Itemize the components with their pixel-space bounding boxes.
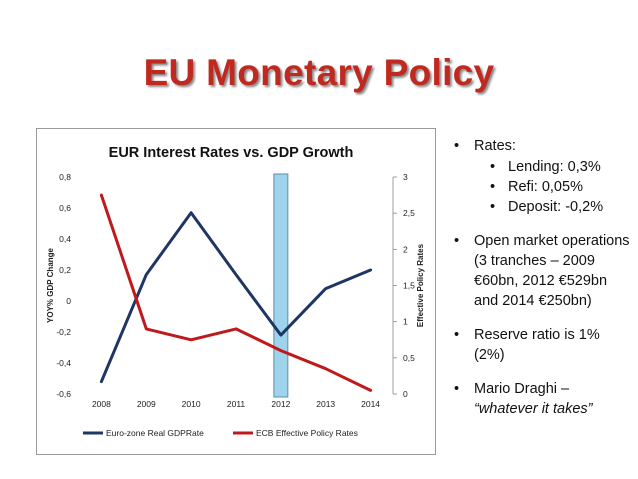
rates-label: Rates: [474,138,516,154]
y2-tick-label: 0 [403,389,408,399]
y2-tick-label: 3 [403,172,408,182]
y-tick-label: 0,2 [59,265,71,275]
draghi-quote: “whatever it takes” [474,401,593,417]
legend-label-policy: ECB Effective Policy Rates [256,428,358,438]
chart-title: EUR Interest Rates vs. GDP Growth [109,145,354,161]
bullet-reserve-ratio: Reserve ratio is 1% (2%) [452,325,634,365]
x-tick-label: 2008 [92,399,111,409]
y-tick-label: -0,6 [56,389,71,399]
y2-tick-label: 0,5 [403,353,415,363]
legend-label-gdp: Euro-zone Real GDPRate [106,428,204,438]
gdp-series-line [99,211,373,384]
y-tick-label: 0 [66,296,71,306]
bullet-draghi: Mario Draghi – “whatever it takes” [452,379,634,419]
y-axis-title: YOY% GDP Change [46,247,55,323]
rate-lending: Lending: 0,3% [474,157,634,177]
bullet-rates: Rates: Lending: 0,3% Refi: 0,05% Deposit… [452,136,634,217]
bullet-open-market: Open market operations (3 tranches – 200… [452,231,634,311]
x-tick-label: 2013 [316,399,335,409]
bullet-list: Rates: Lending: 0,3% Refi: 0,05% Deposit… [452,136,634,433]
y2-tick-label: 2,5 [403,208,415,218]
y-tick-label: 0,8 [59,172,71,182]
line-chart: EUR Interest Rates vs. GDP Growth 0,8 0,6… [46,145,425,438]
policy-series-line [99,193,373,392]
x-tick-label: 2014 [361,399,380,409]
y-tick-label: -0,2 [56,327,71,337]
highlight-band-2012 [273,173,289,398]
x-tick-label: 2009 [137,399,156,409]
slide-title: EU Monetary Policy [143,52,495,93]
x-tick-label: 2011 [227,399,246,409]
x-tick-label: 2010 [182,399,201,409]
rate-deposit: Deposit: -0,2% [474,197,634,217]
y2-tick-label: 2 [403,244,408,254]
chart-frame: EUR Interest Rates vs. GDP Growth 0,8 0,6… [36,128,436,455]
draghi-name: Mario Draghi – [474,381,570,397]
y2-axis-title: Effective Policy Rates [416,243,425,327]
x-tick-label: 2012 [271,399,290,409]
y-tick-label: -0,4 [56,358,71,368]
y2-tick-label: 1 [403,317,408,327]
rates-sub-list: Lending: 0,3% Refi: 0,05% Deposit: -0,2% [474,157,634,217]
y-tick-label: 0,6 [59,203,71,213]
y-tick-label: 0,4 [59,234,71,244]
y2-tick-label: 1,5 [403,281,415,291]
rate-refi: Refi: 0,05% [474,177,634,197]
